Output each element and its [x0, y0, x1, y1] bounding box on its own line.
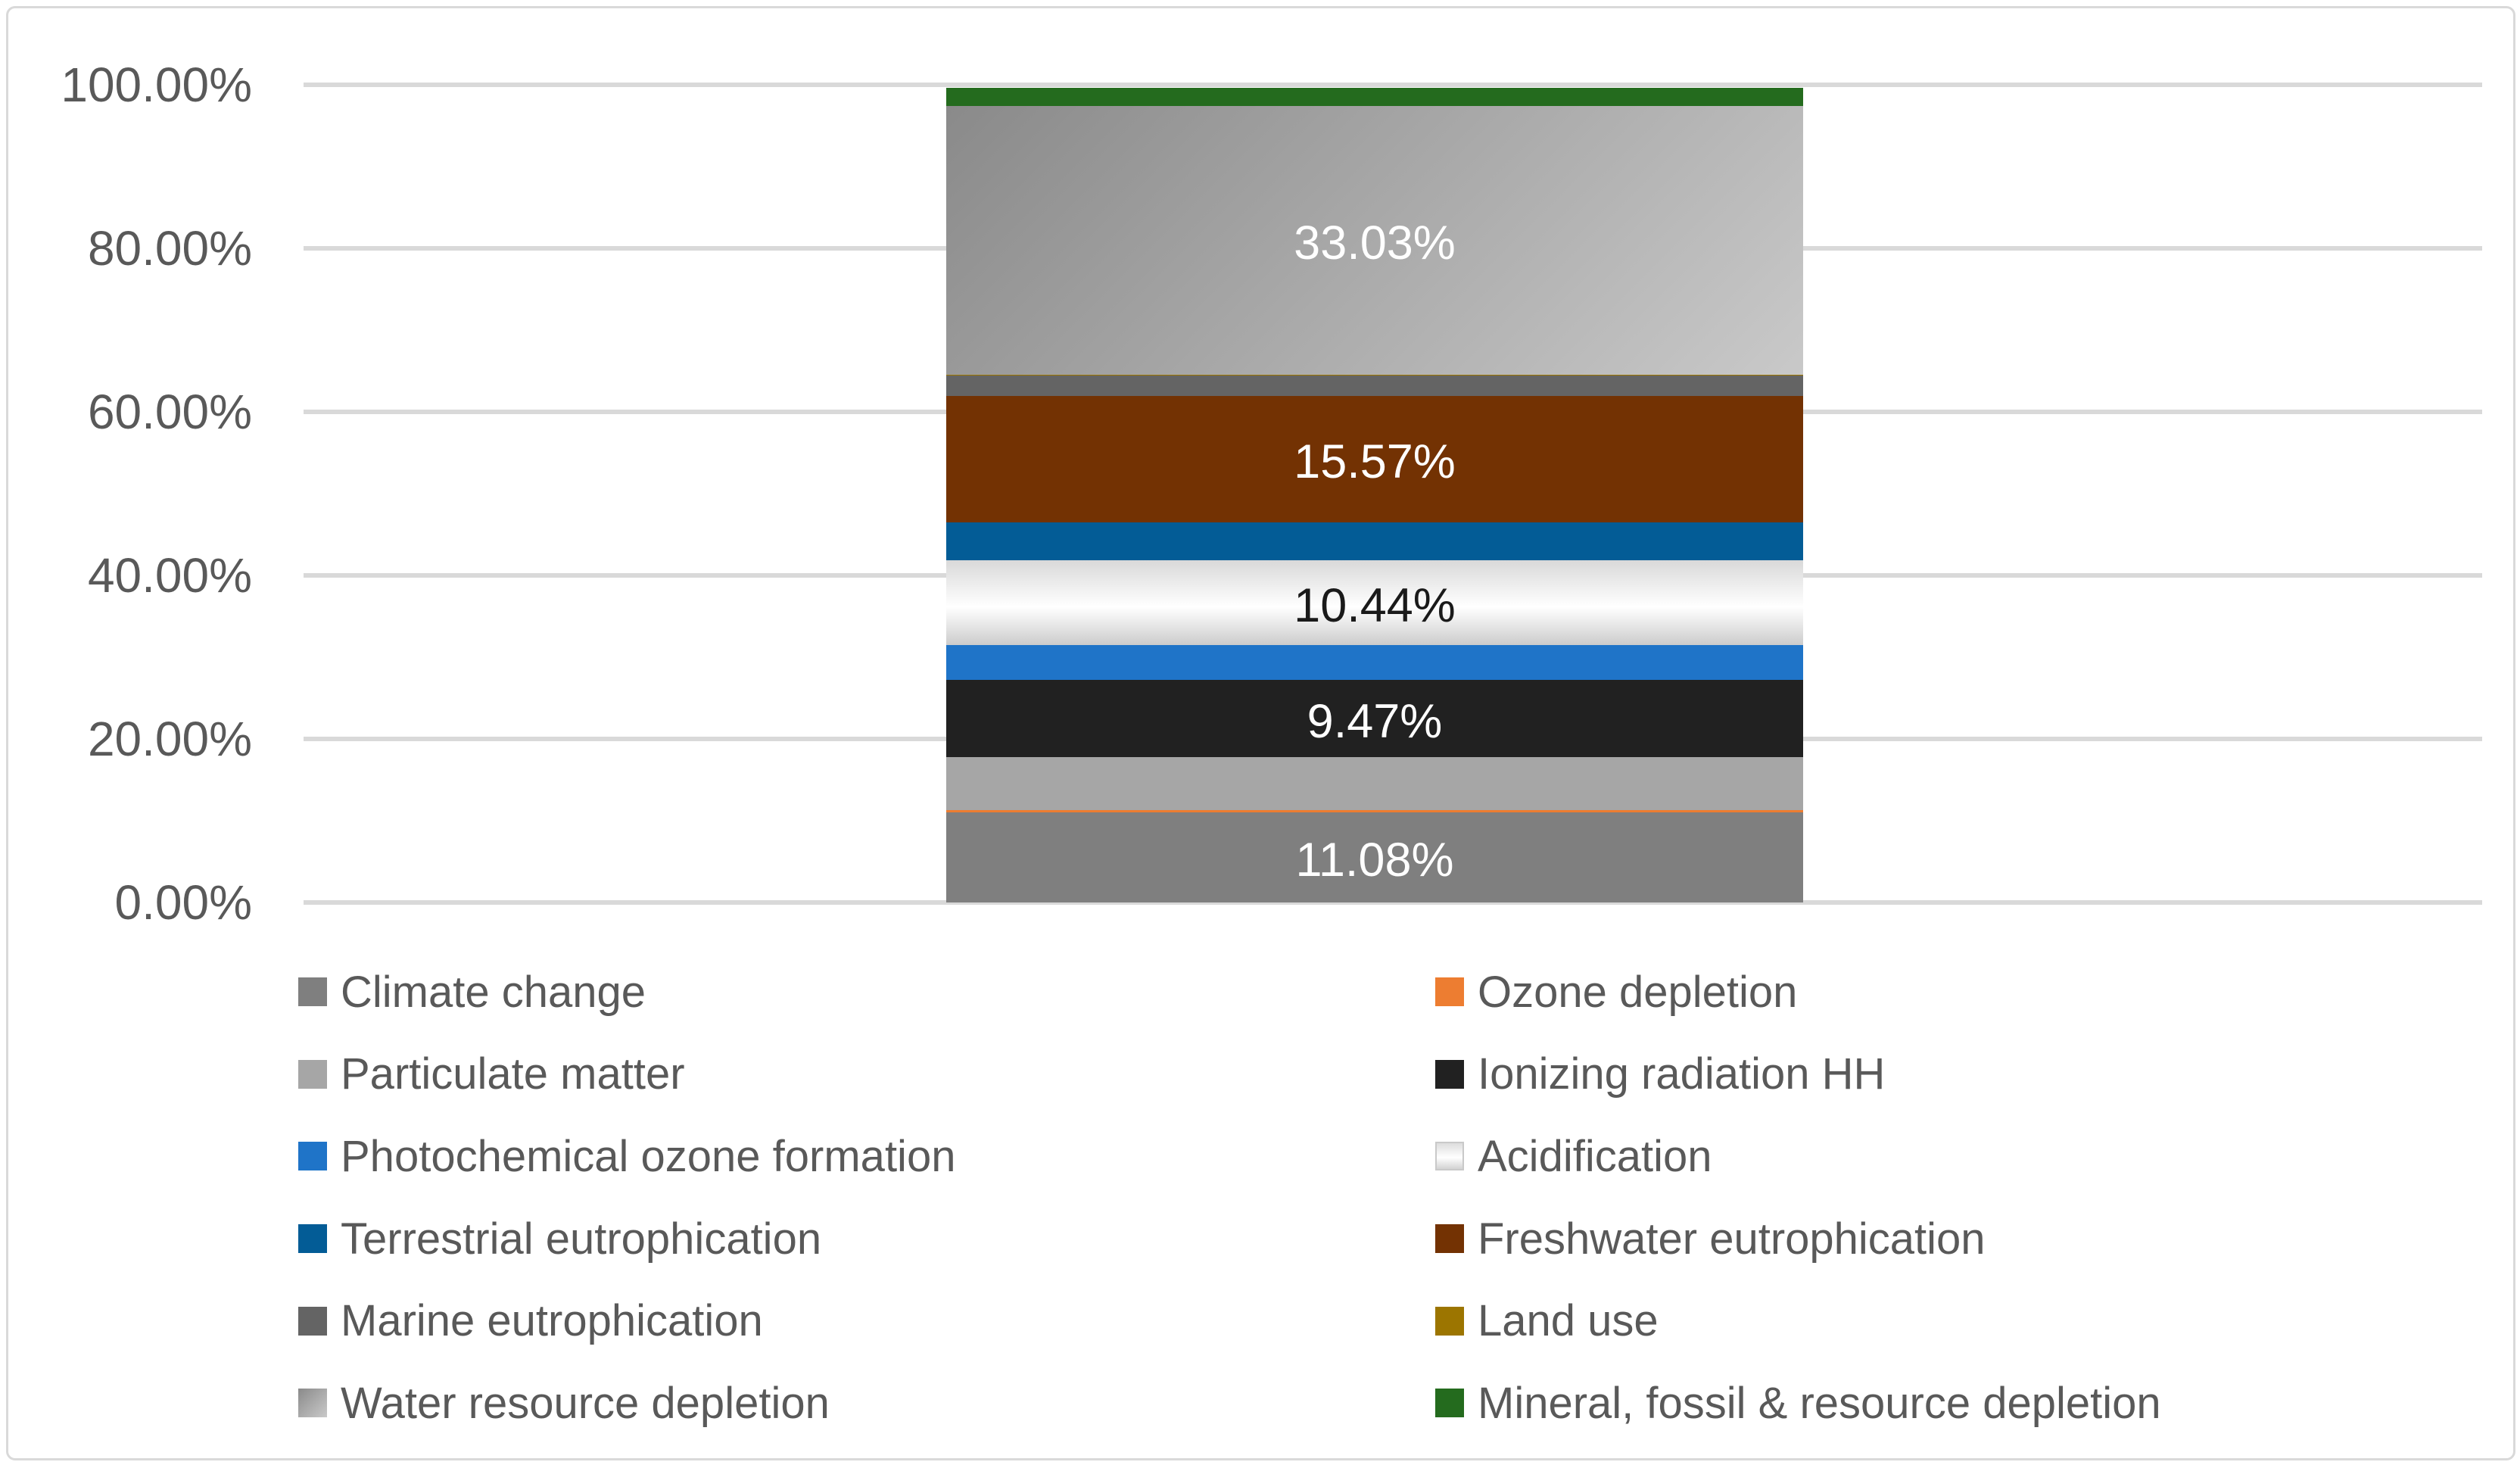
legend-label: Land use	[1478, 1296, 1659, 1346]
bar-segment-particulate-matter	[946, 756, 1803, 811]
legend-item-terrestrial-eutrophication: Terrestrial eutrophication	[298, 1198, 1435, 1280]
legend-label: Ozone depletion	[1478, 967, 1798, 1017]
legend-item-freshwater-eutrophication: Freshwater eutrophication	[1435, 1198, 2161, 1280]
data-label: 33.03%	[1294, 217, 1456, 270]
data-label: 10.44%	[1294, 578, 1456, 632]
legend-label: Terrestrial eutrophication	[341, 1214, 822, 1264]
legend-swatch	[1435, 1059, 1464, 1089]
legend-label: Acidification	[1478, 1131, 1712, 1181]
legend-item-photochemical-ozone-formation: Photochemical ozone formation	[298, 1115, 1435, 1198]
bar-segment-marine-eutrophication	[946, 375, 1803, 396]
bar-segment-water-resource-depletion: 33.03%	[946, 105, 1803, 375]
legend-label: Particulate matter	[341, 1049, 685, 1099]
legend-item-ionizing-radiation-hh: Ionizing radiation HH	[1435, 1033, 2161, 1116]
legend-label: Ionizing radiation HH	[1478, 1049, 1886, 1099]
y-axis-tick-label: 20.00%	[87, 712, 252, 766]
legend-item-marine-eutrophication: Marine eutrophication	[298, 1280, 1435, 1362]
legend-swatch	[298, 1224, 327, 1254]
legend-swatch	[1435, 977, 1464, 1007]
legend-label: Photochemical ozone formation	[341, 1131, 956, 1181]
legend-label: Climate change	[341, 967, 646, 1017]
legend-item-acidification: Acidification	[1435, 1115, 2161, 1198]
stacked-bar: 11.08% 9.47% 10.44% 15.57% 33.03%	[946, 88, 1803, 902]
legend-label: Freshwater eutrophication	[1478, 1214, 1986, 1264]
legend-item-water-resource-depletion: Water resource depletion	[298, 1362, 1435, 1445]
data-label: 9.47%	[1307, 694, 1443, 748]
legend-swatch	[298, 1142, 327, 1171]
legend-swatch	[298, 1389, 327, 1418]
legend-label: Water resource depletion	[341, 1378, 830, 1428]
y-axis-tick-label: 60.00%	[87, 385, 252, 439]
data-label: 11.08%	[1295, 834, 1454, 887]
legend-swatch	[298, 1306, 327, 1336]
legend-swatch	[298, 977, 327, 1007]
legend-label: Marine eutrophication	[341, 1296, 763, 1346]
bar-segment-climate-change: 11.08%	[946, 812, 1803, 902]
legend-item-land-use: Land use	[1435, 1280, 2161, 1362]
legend-swatch	[1435, 1224, 1464, 1254]
bar-segment-photochemical-ozone-formation	[946, 645, 1803, 680]
bar-segment-terrestrial-eutrophication	[946, 522, 1803, 560]
bar-segment-acidification: 10.44%	[946, 560, 1803, 646]
legend-swatch	[1435, 1389, 1464, 1418]
y-axis-tick-label: 0.00%	[114, 875, 252, 930]
legend-label: Mineral, fossil & resource depletion	[1478, 1378, 2161, 1428]
legend-swatch	[298, 1059, 327, 1089]
legend-item-particulate-matter: Particulate matter	[298, 1033, 1435, 1116]
legend-swatch	[1435, 1306, 1464, 1336]
bar-segment-mineral-fossil-resource-depletion	[946, 88, 1803, 106]
y-axis-tick-label: 80.00%	[87, 221, 252, 276]
y-axis-tick-label: 40.00%	[87, 548, 252, 603]
legend-swatch	[1435, 1142, 1464, 1171]
bar-segment-ozone-depletion	[946, 810, 1803, 812]
legend-item-climate-change: Climate change	[298, 951, 1435, 1033]
y-axis-tick-label: 100.00%	[61, 58, 252, 112]
legend: Climate change Ozone depletion Particulate…	[298, 951, 2161, 1445]
data-label: 15.57%	[1294, 435, 1456, 489]
chart-frame: 100.00% 80.00% 60.00% 40.00% 20.00% 0.00% 11.…	[6, 6, 2515, 1460]
bar-segment-ionizing-radiation-hh: 9.47%	[946, 679, 1803, 757]
legend-item-mineral-fossil-resource-depletion: Mineral, fossil & resource depletion	[1435, 1362, 2161, 1445]
legend-item-ozone-depletion: Ozone depletion	[1435, 951, 2161, 1033]
gridline	[304, 83, 2482, 87]
gridline	[304, 900, 2482, 905]
bar-segment-freshwater-eutrophication: 15.57%	[946, 395, 1803, 523]
